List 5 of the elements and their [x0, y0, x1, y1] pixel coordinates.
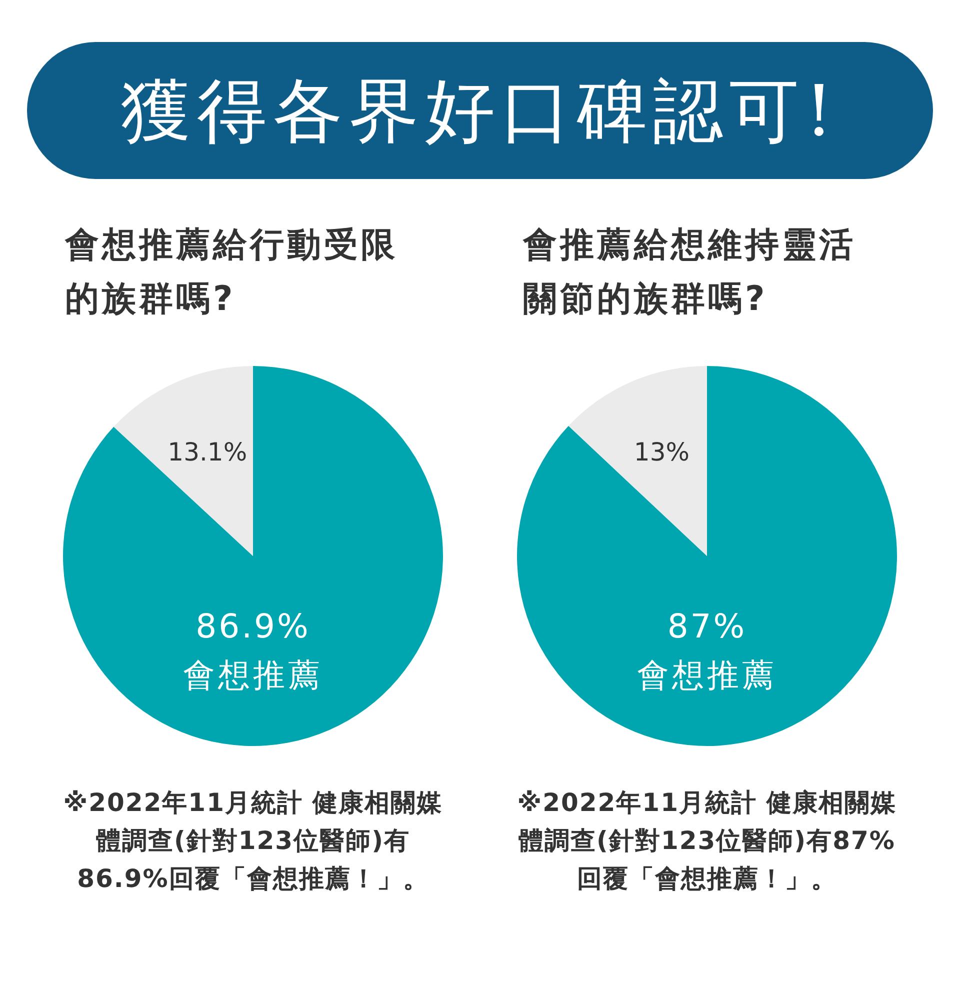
annotation: ※2022年11月統計 健康相關媒體調查(針對123位醫師)有86.9%回覆「會想推薦！」。 — [63, 787, 443, 895]
annotation: ※2022年11月統計 健康相關媒體調查(針對123位醫師)有87%回覆「會想推薦！」。 — [517, 787, 897, 895]
title: 獲得各界好口碑認可! — [120, 76, 840, 146]
subtitle: 會想推薦給行動受限的族群嗎? — [65, 224, 399, 321]
subtitle: 會推薦給想維持靈活關節的族群嗎? — [523, 224, 857, 321]
